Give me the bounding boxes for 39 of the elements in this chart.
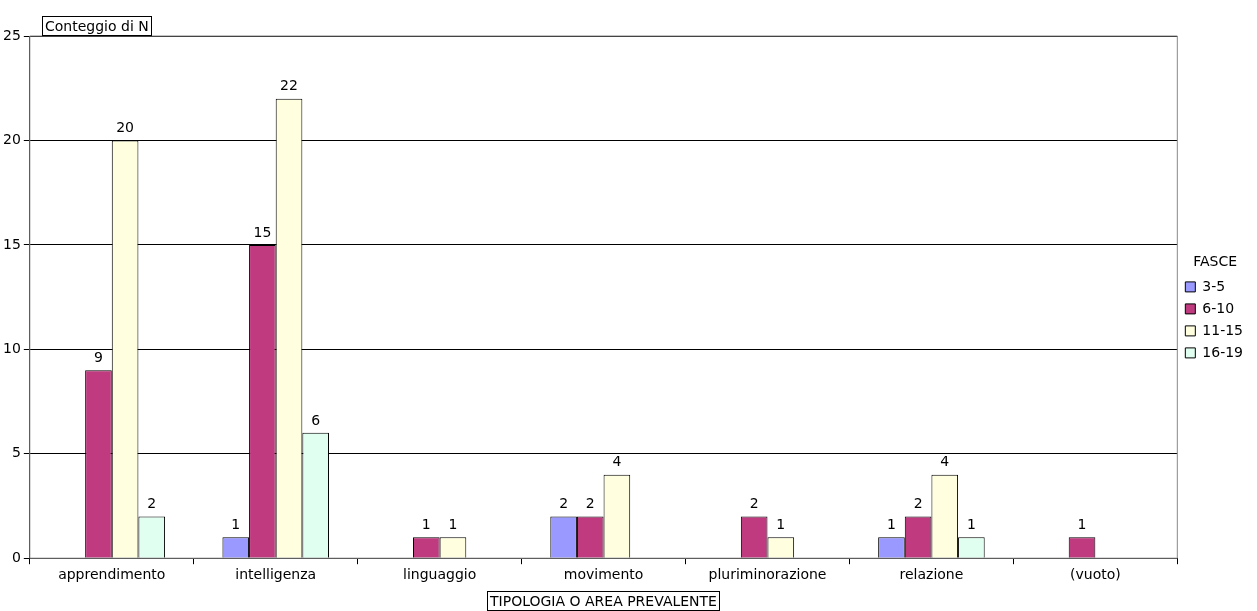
data-label: 1 — [1077, 515, 1087, 532]
data-label: 2 — [749, 495, 759, 512]
x-tick-label: (vuoto) — [1070, 566, 1121, 583]
data-label: 1 — [231, 515, 241, 532]
legend-label: 11-15 — [1202, 321, 1244, 338]
data-label: 9 — [94, 348, 103, 365]
data-label: 4 — [940, 453, 950, 470]
data-label: 1 — [966, 515, 976, 532]
data-label: 1 — [776, 515, 786, 532]
data-label: 2 — [585, 495, 595, 512]
data-label: 15 — [253, 223, 272, 240]
x-tick-label: relazione — [899, 566, 964, 583]
y-tick-label: 10 — [2, 339, 21, 356]
chart-title: Conteggio di N — [42, 16, 152, 36]
x-tick-label: movimento — [563, 566, 644, 583]
data-label: 2 — [147, 495, 157, 512]
legend-title: FASCE — [1193, 252, 1238, 269]
data-label: 22 — [280, 77, 298, 94]
data-label: 2 — [913, 495, 923, 512]
data-label: 6 — [311, 411, 321, 428]
y-tick-label: 5 — [11, 444, 21, 461]
legend-label: 6-10 — [1202, 299, 1235, 316]
data-label: 1 — [887, 515, 896, 532]
x-tick-label: linguaggio — [403, 566, 477, 583]
y-tick-label: 15 — [2, 235, 21, 252]
y-tick-label: 25 — [2, 26, 21, 43]
data-label: 20 — [116, 119, 135, 136]
y-tick-label: 20 — [2, 131, 21, 148]
x-tick-label: pluriminorazione — [708, 566, 827, 583]
y-tick-label: 0 — [11, 548, 21, 565]
data-label: 4 — [612, 453, 622, 470]
x-tick-label: intelligenza — [235, 566, 317, 583]
legend-label: 3-5 — [1202, 277, 1226, 294]
legend-label: 16-19 — [1202, 343, 1244, 360]
x-tick-label: apprendimento — [58, 566, 166, 583]
data-label: 1 — [448, 515, 458, 532]
data-label: 1 — [421, 515, 431, 532]
data-label: 2 — [559, 495, 569, 512]
x-axis-title: TIPOLOGIA O AREA PREVALENTE — [487, 591, 720, 611]
